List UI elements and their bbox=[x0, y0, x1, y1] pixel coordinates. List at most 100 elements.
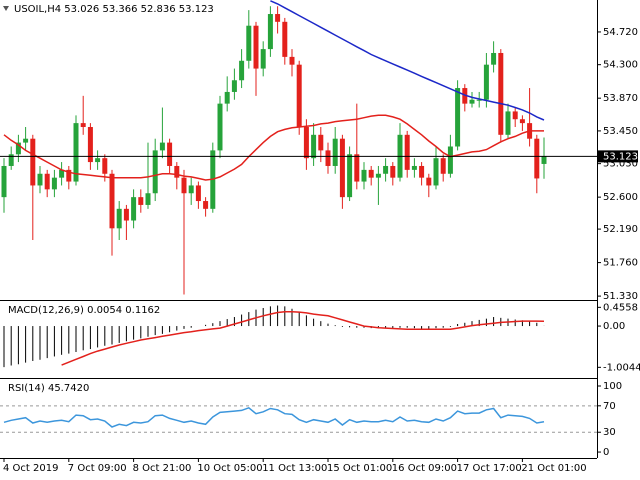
y-tick-label: 30 bbox=[603, 427, 616, 438]
candle-body bbox=[512, 111, 518, 120]
candle-body bbox=[390, 165, 396, 178]
candle-body bbox=[116, 208, 122, 229]
candle-body bbox=[260, 49, 266, 69]
x-tick-label: 15 Oct 01:00 bbox=[327, 463, 392, 474]
candle-body bbox=[109, 173, 115, 229]
y-tick-label: 54.300 bbox=[603, 60, 638, 71]
candle-body bbox=[491, 52, 497, 65]
candle-body bbox=[188, 185, 194, 194]
candle-body bbox=[303, 127, 309, 159]
y-tick-label: 53.450 bbox=[603, 126, 638, 137]
candle-body bbox=[224, 91, 230, 104]
x-tick-label: 7 Oct 09:00 bbox=[68, 463, 127, 474]
candle-body bbox=[541, 156, 547, 164]
candle-body bbox=[476, 99, 482, 101]
candle-body bbox=[87, 127, 93, 163]
macd-title: MACD(12,26,9) 0.0054 0.1162 bbox=[8, 305, 160, 316]
y-tick-label: 51.760 bbox=[603, 258, 638, 269]
y-tick-label: 53.870 bbox=[603, 93, 638, 104]
candle-body bbox=[66, 169, 72, 182]
x-tick-label: 8 Oct 21:00 bbox=[133, 463, 192, 474]
candle-body bbox=[519, 119, 525, 124]
y-tick-label: 0.00 bbox=[603, 321, 625, 332]
candle-body bbox=[296, 64, 302, 128]
candle-body bbox=[174, 165, 180, 178]
candle-body bbox=[411, 165, 417, 170]
y-tick-label: 54.720 bbox=[603, 27, 638, 38]
candle-body bbox=[167, 142, 173, 166]
candle-body bbox=[455, 88, 461, 147]
candle-body bbox=[73, 123, 79, 182]
candle-body bbox=[8, 154, 14, 166]
candle-body bbox=[404, 134, 410, 170]
x-tick-label: 11 Oct 13:00 bbox=[262, 463, 327, 474]
candle-body bbox=[447, 146, 453, 174]
candle-body bbox=[203, 201, 209, 209]
signal-line bbox=[61, 310, 545, 366]
main-title: USOIL,H4 53.026 53.366 52.836 53.123 bbox=[14, 4, 214, 15]
x-tick-label: 10 Oct 05:00 bbox=[197, 463, 262, 474]
candle-body bbox=[131, 197, 137, 221]
symbol-icon bbox=[3, 6, 9, 11]
candle-body bbox=[332, 138, 338, 166]
candle-body bbox=[267, 14, 273, 50]
candle-body bbox=[138, 197, 144, 205]
candle-body bbox=[375, 173, 381, 178]
candle-body bbox=[217, 103, 223, 151]
candle-body bbox=[282, 21, 288, 57]
candle-body bbox=[419, 165, 425, 178]
candle-body bbox=[152, 150, 158, 194]
y-tick-label: -1.0044 bbox=[603, 362, 640, 373]
moving-average bbox=[270, 0, 545, 121]
rsi-line bbox=[3, 406, 545, 428]
candle-body bbox=[59, 169, 65, 178]
candle-body bbox=[195, 185, 201, 202]
candle-body bbox=[275, 14, 281, 22]
candle-body bbox=[505, 111, 511, 135]
candle-body bbox=[159, 142, 165, 151]
candle-body bbox=[339, 138, 345, 198]
candle-body bbox=[239, 60, 245, 81]
candle-body bbox=[145, 193, 151, 205]
x-tick-label: 17 Oct 17:00 bbox=[457, 463, 522, 474]
candle-body bbox=[123, 208, 129, 221]
candle-body bbox=[181, 177, 187, 194]
candle-body bbox=[231, 80, 237, 92]
candle-body bbox=[498, 52, 504, 135]
candle-body bbox=[368, 169, 374, 178]
candle-body bbox=[426, 177, 432, 186]
x-tick-label: 4 Oct 2019 bbox=[3, 463, 58, 474]
y-tick-label: 100 bbox=[603, 381, 622, 392]
candle-body bbox=[534, 138, 540, 179]
candle-body bbox=[347, 154, 353, 198]
candle-body bbox=[51, 177, 57, 190]
candle-body bbox=[80, 123, 86, 128]
candle-body bbox=[433, 158, 439, 186]
y-tick-label: 53.030 bbox=[603, 159, 638, 170]
candle-body bbox=[246, 25, 252, 61]
x-tick-label: 16 Oct 09:00 bbox=[392, 463, 457, 474]
y-tick-label: 51.330 bbox=[603, 291, 638, 302]
candle-body bbox=[469, 99, 475, 104]
candle-body bbox=[361, 169, 367, 182]
candle-body bbox=[1, 165, 7, 198]
candle-body bbox=[325, 150, 331, 166]
y-tick-label: 70 bbox=[603, 401, 616, 412]
y-tick-label: 0.4558 bbox=[603, 302, 638, 313]
candle-body bbox=[44, 173, 50, 190]
current-price-box bbox=[598, 150, 638, 163]
candle-body bbox=[102, 158, 108, 174]
candle-body bbox=[95, 158, 101, 163]
candle-body bbox=[311, 134, 317, 159]
candle-body bbox=[23, 138, 29, 143]
candle-body bbox=[253, 25, 259, 69]
current-price-label: 53.123 bbox=[603, 151, 638, 162]
y-tick-label: 52.190 bbox=[603, 224, 638, 235]
candle-body bbox=[383, 165, 389, 174]
rsi-title: RSI(14) 45.7420 bbox=[8, 383, 89, 394]
moving-average bbox=[3, 114, 544, 181]
candle-body bbox=[37, 173, 43, 186]
y-tick-label: 52.600 bbox=[603, 192, 638, 203]
candle-body bbox=[30, 138, 36, 186]
